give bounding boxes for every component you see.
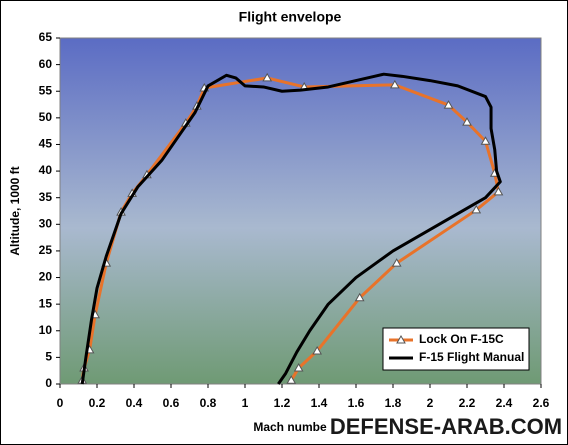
y-tick-label: 50 [39, 110, 53, 124]
x-tick-label: 2.2 [459, 396, 476, 410]
y-tick-label: 65 [39, 30, 53, 44]
x-axis-label: Mach numbe [253, 420, 327, 434]
point-marker [293, 363, 304, 372]
series-line [80, 72, 502, 385]
point-marker [493, 186, 504, 196]
y-tick-label: 30 [39, 216, 53, 230]
point-marker [262, 72, 273, 82]
point-marker [354, 292, 365, 302]
y-axis-label: Altitude, 1000 ft [8, 166, 22, 255]
y-tick-label: 15 [39, 296, 53, 310]
point-marker [286, 375, 297, 384]
x-tick-label: 1 [242, 396, 249, 410]
y-tick-label: 10 [39, 323, 53, 337]
x-tick-label: 1.6 [348, 396, 365, 410]
x-tick-label: 0 [57, 396, 64, 410]
point-marker [389, 79, 400, 89]
y-tick-label: 25 [39, 243, 53, 257]
chart-title: Flight envelope [239, 9, 342, 25]
y-tick-label: 55 [39, 83, 53, 97]
x-tick-label: 1.4 [311, 396, 328, 410]
y-tick-label: 40 [39, 163, 53, 177]
y-tick-label: 0 [45, 376, 52, 390]
y-tick-label: 45 [39, 137, 53, 151]
x-tick-label: 1.2 [274, 396, 291, 410]
point-marker [443, 100, 454, 109]
point-marker [462, 117, 472, 126]
x-tick-label: 1.8 [385, 396, 402, 410]
legend-label: F-15 Flight Manual [419, 350, 524, 364]
y-tick-label: 5 [45, 350, 52, 364]
x-tick-label: 0.6 [163, 396, 180, 410]
point-marker [471, 204, 482, 214]
point-marker [312, 345, 323, 355]
y-tick-label: 60 [39, 57, 53, 71]
x-tick-label: 0.8 [200, 396, 217, 410]
x-tick-label: 0.4 [126, 396, 143, 410]
watermark: DEFENSE-ARAB.COM [330, 414, 562, 439]
point-marker [480, 136, 491, 145]
y-tick-label: 35 [39, 190, 53, 204]
x-tick-label: 2.6 [533, 396, 550, 410]
x-tick-label: 2.4 [496, 396, 513, 410]
legend-box [382, 327, 530, 371]
point-marker [391, 258, 402, 267]
y-tick-label: 20 [39, 270, 53, 284]
legend-label: Lock On F-15C [419, 332, 504, 346]
x-tick-label: 0.2 [89, 396, 106, 410]
x-tick-label: 2 [427, 396, 434, 410]
legend-marker [396, 334, 406, 344]
